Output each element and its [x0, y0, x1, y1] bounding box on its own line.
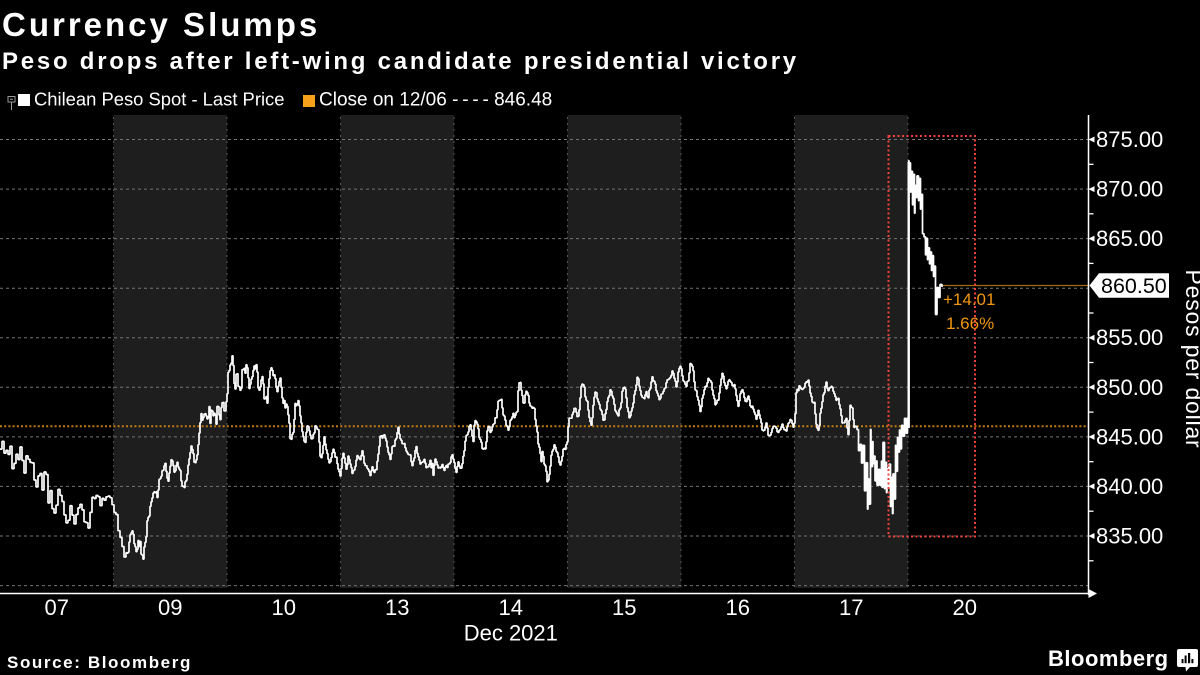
svg-text:17: 17	[839, 595, 863, 620]
svg-text:870.00: 870.00	[1096, 177, 1163, 202]
svg-text:Currency Slumps: Currency Slumps	[2, 6, 320, 43]
svg-text:855.00: 855.00	[1096, 325, 1163, 350]
svg-text:845.00: 845.00	[1096, 424, 1163, 449]
svg-text:16: 16	[726, 595, 750, 620]
svg-text:840.00: 840.00	[1096, 474, 1163, 499]
svg-text:850.00: 850.00	[1096, 375, 1163, 400]
svg-text:+14.01: +14.01	[943, 290, 995, 309]
svg-text:09: 09	[158, 595, 182, 620]
svg-text:20: 20	[953, 595, 977, 620]
svg-text:835.00: 835.00	[1096, 524, 1163, 549]
svg-text:13: 13	[385, 595, 409, 620]
svg-text:1.66%: 1.66%	[946, 314, 994, 333]
svg-text:15: 15	[612, 595, 636, 620]
svg-text:860.50: 860.50	[1101, 274, 1167, 298]
svg-text:865.00: 865.00	[1096, 226, 1163, 251]
svg-text:Close on 12/06 - - - - 846.48: Close on 12/06 - - - - 846.48	[319, 90, 552, 111]
svg-text:10: 10	[272, 595, 296, 620]
svg-text:Chilean Peso Spot - Last Price: Chilean Peso Spot - Last Price	[34, 89, 284, 110]
svg-text:14: 14	[499, 595, 523, 620]
svg-text:875.00: 875.00	[1096, 127, 1163, 152]
svg-text:Source: Bloomberg: Source: Bloomberg	[7, 653, 192, 672]
svg-text:Dec 2021: Dec 2021	[464, 621, 558, 646]
svg-text:07: 07	[45, 595, 69, 620]
svg-text:Peso drops after left-wing can: Peso drops after left-wing candidate pre…	[2, 48, 799, 75]
svg-text:Pesos per dollar: Pesos per dollar	[1181, 270, 1200, 449]
svg-text:Bloomberg: Bloomberg	[1048, 646, 1169, 671]
